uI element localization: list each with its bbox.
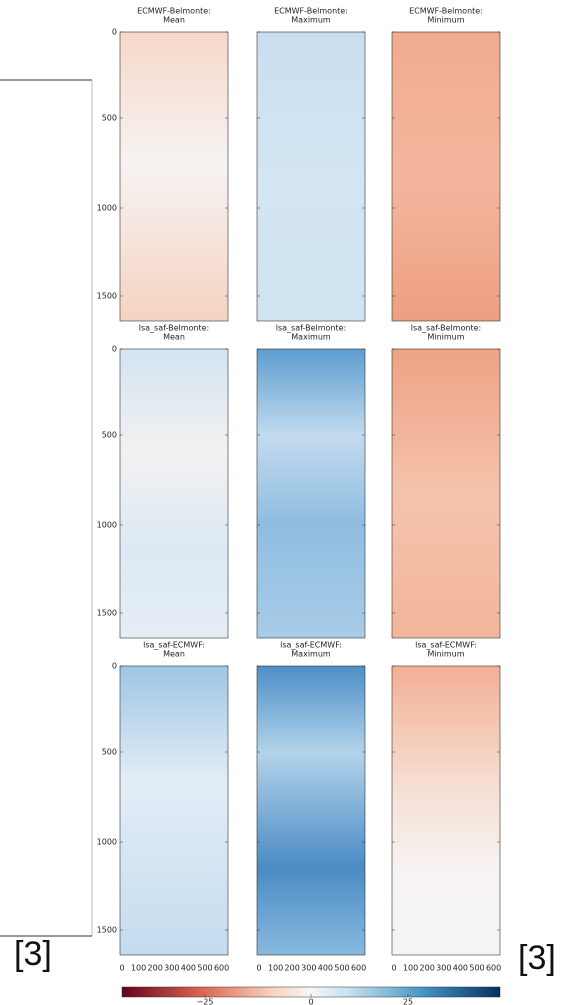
y-tick-label: 0 (112, 345, 117, 354)
panel-subtitle: Maximum (291, 16, 331, 25)
panel-title: lsa_saf-Belmonte: (411, 324, 482, 333)
citation: [3] (518, 939, 556, 977)
y-tick-label: 1500 (97, 292, 117, 301)
x-tick-label: 0 (256, 964, 261, 973)
panel-title: ECMWF-Belmonte: (137, 7, 211, 16)
panel-subtitle: Minimum (427, 333, 464, 342)
heatmap-panel (392, 349, 500, 638)
panel-subtitle: Minimum (427, 650, 464, 659)
colorbar-tick-label: 0 (308, 998, 313, 1005)
panel-title: lsa_saf-Belmonte: (276, 324, 347, 333)
colorbar-tick-label: 25 (403, 998, 413, 1005)
colorbar-tick-label: −25 (197, 998, 214, 1005)
x-tick-label: 100 (131, 964, 146, 973)
panel-subtitle: Maximum (291, 650, 331, 659)
y-tick-label: 1500 (97, 926, 117, 935)
x-tick-label: 0 (119, 964, 124, 973)
panel-subtitle: Mean (163, 650, 185, 659)
y-tick-label: 0 (112, 662, 117, 671)
heatmap-panel (120, 349, 228, 638)
heatmap-panel (257, 349, 365, 638)
y-tick-label: 500 (102, 114, 117, 123)
x-tick-label: 100 (403, 964, 418, 973)
panel-title: lsa_saf-Belmonte: (139, 324, 210, 333)
figure: [3] [3] ECMWF-Belmonte:MeanECMWF-Belmont… (0, 0, 571, 1005)
x-tick-label: 0 (391, 964, 396, 973)
x-tick-label: 200 (285, 964, 300, 973)
heatmap-panel (257, 666, 365, 955)
heatmap-panel (120, 32, 228, 321)
x-tick-label: 200 (148, 964, 163, 973)
y-tick-label: 1500 (97, 609, 117, 618)
heatmap-panel (392, 32, 500, 321)
panel-subtitle: Maximum (291, 333, 331, 342)
y-tick-label: 500 (102, 431, 117, 440)
citation: [3] (14, 935, 52, 973)
y-tick-label: 1000 (97, 204, 117, 213)
heatmap-panel (257, 32, 365, 321)
panel-title: lsa_saf-ECMWF: (415, 641, 477, 650)
panel-title: lsa_saf-ECMWF: (143, 641, 205, 650)
x-tick-label: 400 (453, 964, 468, 973)
x-tick-label: 300 (436, 964, 451, 973)
x-tick-label: 300 (164, 964, 179, 973)
x-tick-label: 500 (197, 964, 212, 973)
y-tick-label: 1000 (97, 838, 117, 847)
panel-subtitle: Mean (163, 333, 185, 342)
heatmap-panel (392, 666, 500, 955)
x-tick-label: 400 (318, 964, 333, 973)
panel-title: ECMWF-Belmonte: (409, 7, 483, 16)
y-tick-label: 500 (102, 748, 117, 757)
panel-subtitle: Minimum (427, 16, 464, 25)
panel-title: lsa_saf-ECMWF: (280, 641, 342, 650)
x-tick-label: 200 (420, 964, 435, 973)
x-tick-label: 600 (214, 964, 229, 973)
y-tick-label: 0 (112, 28, 117, 37)
x-tick-label: 600 (351, 964, 366, 973)
x-tick-label: 400 (181, 964, 196, 973)
x-tick-label: 100 (268, 964, 283, 973)
x-tick-label: 300 (301, 964, 316, 973)
x-tick-label: 500 (334, 964, 349, 973)
heatmap-panel (120, 666, 228, 955)
panel-title: ECMWF-Belmonte: (274, 7, 348, 16)
y-tick-label: 1000 (97, 521, 117, 530)
panel-subtitle: Mean (163, 16, 185, 25)
x-tick-label: 500 (469, 964, 484, 973)
x-tick-label: 600 (486, 964, 501, 973)
